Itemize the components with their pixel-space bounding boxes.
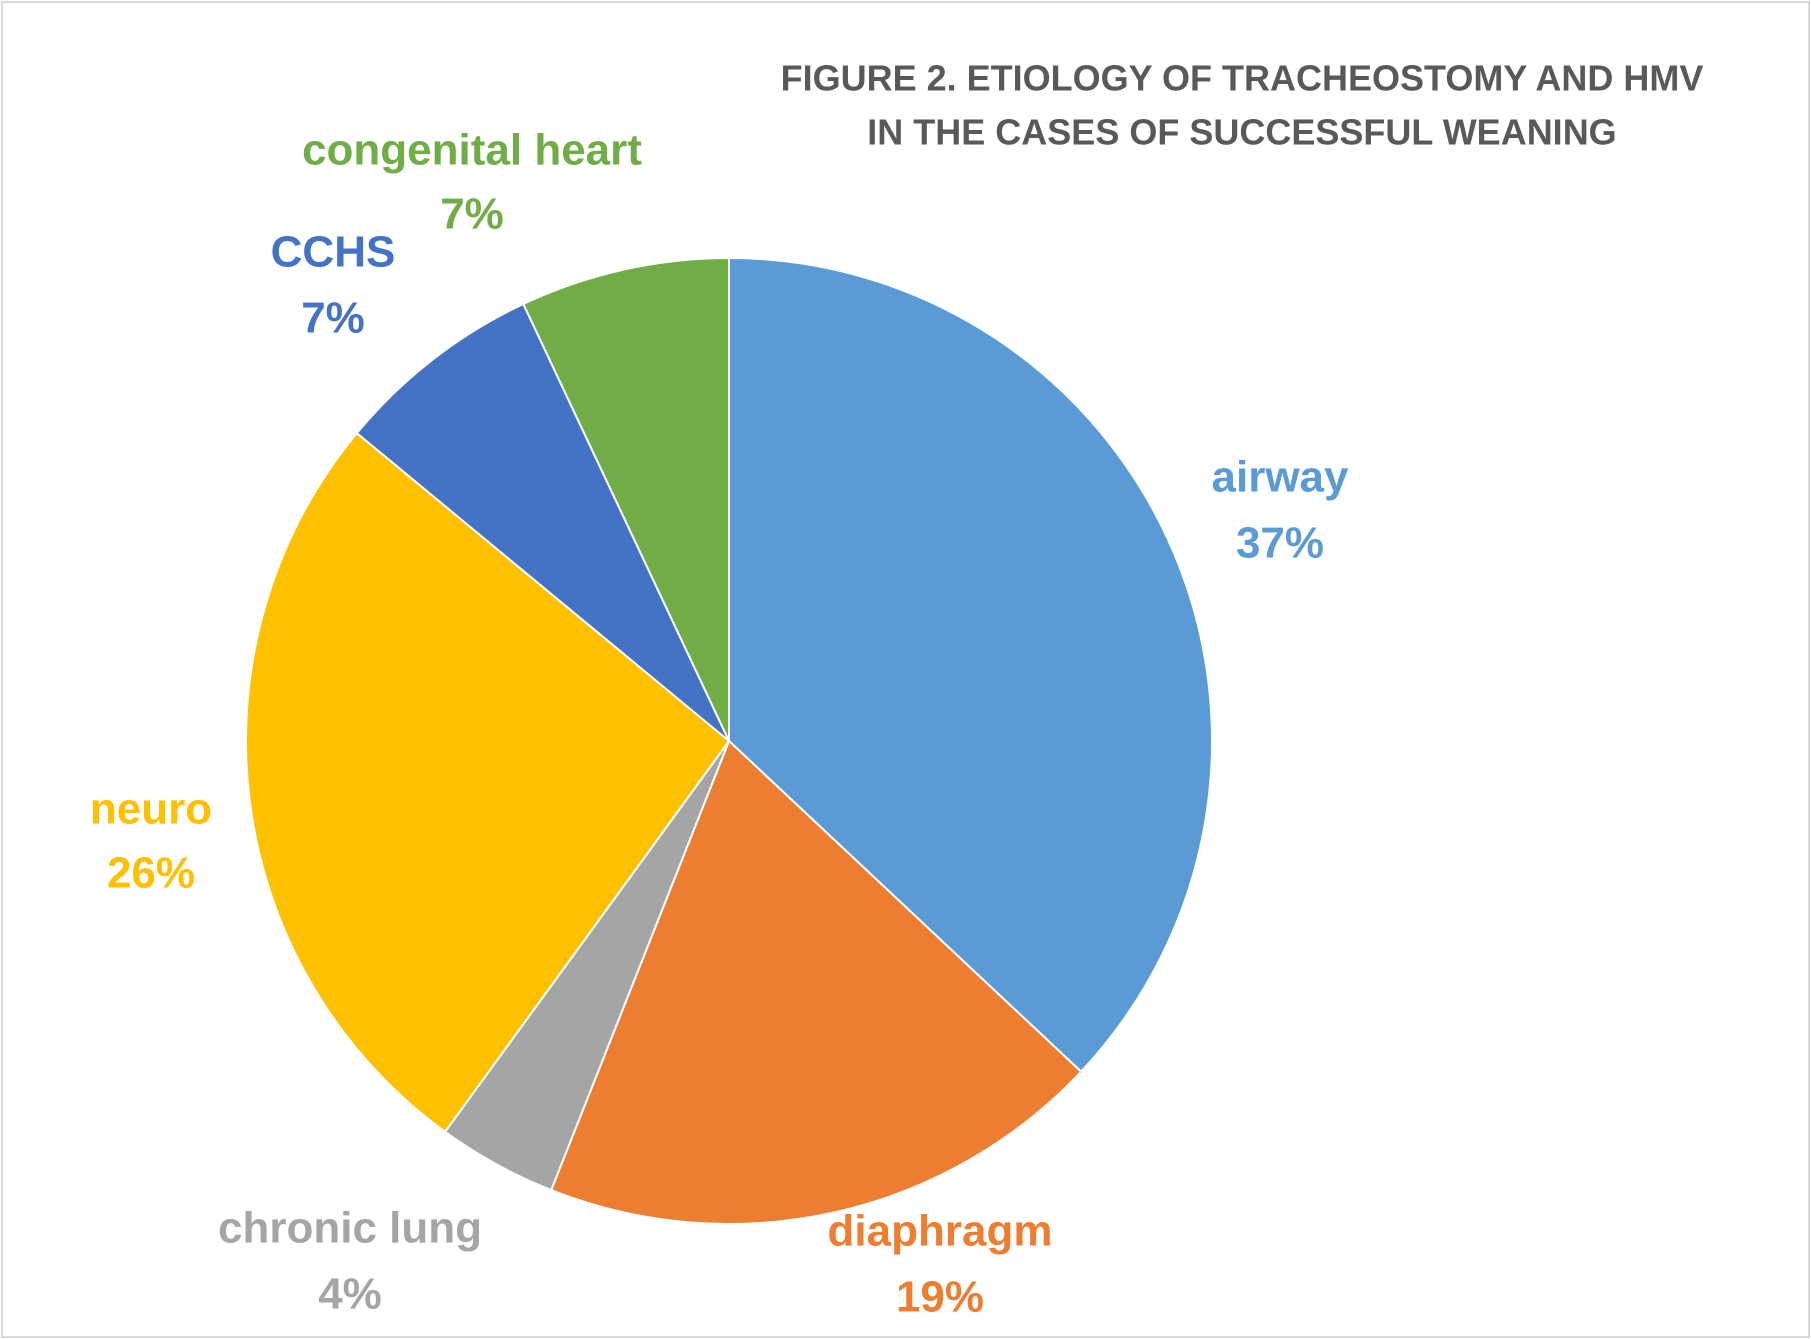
chart-title: IN THE CASES OF SUCCESSFUL WEANING [867, 112, 1616, 153]
slice-category-label: airway [1212, 453, 1350, 502]
pie-slice [245, 431, 731, 1134]
slice-category-label: chronic lung [218, 1204, 482, 1253]
chart-title: FIGURE 2. ETIOLOGY OF TRACHEOSTOMY AND H… [781, 58, 1704, 99]
pie-slice [728, 256, 1213, 1074]
slice-value-label: 26% [107, 849, 195, 898]
slice-value-label: 19% [896, 1273, 984, 1322]
pie-slice [522, 256, 730, 742]
slice-category-label: CCHS [271, 228, 396, 277]
slice-value-label: 37% [1236, 519, 1324, 568]
slice-value-label: 7% [440, 190, 504, 239]
pie-slice [549, 739, 1083, 1225]
slice-value-label: 4% [318, 1270, 382, 1319]
slice-category-label: neuro [90, 785, 212, 834]
pie-slice [355, 302, 730, 742]
slice-value-label: 7% [301, 294, 365, 343]
slice-category-label: congenital heart [302, 126, 642, 175]
slice-category-label: diaphragm [828, 1207, 1053, 1256]
